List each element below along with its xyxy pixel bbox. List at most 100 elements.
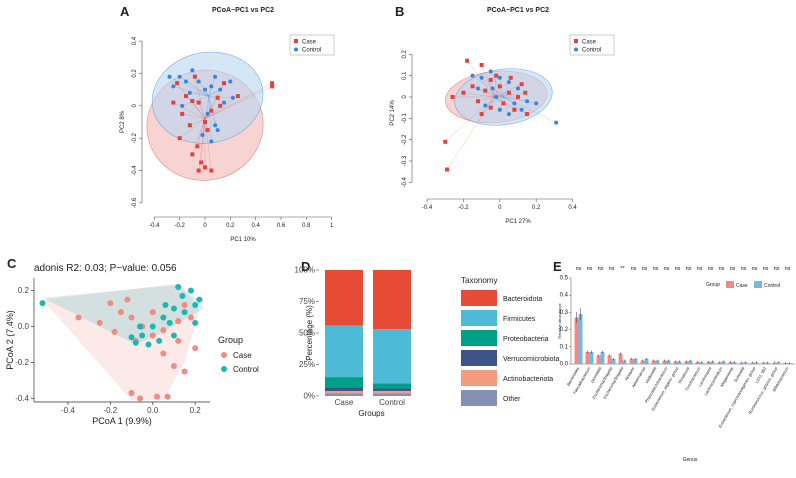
point-case-A [177, 136, 182, 141]
spider-line-A [185, 81, 209, 97]
bar-control-E [644, 358, 649, 364]
significance-label-E: ns [609, 266, 615, 272]
spider-line-B [446, 96, 495, 170]
x-axis-label-A: PC1 10% [230, 237, 256, 243]
point-control-B [497, 75, 502, 80]
y-tick-label-C: -0.4 [15, 394, 29, 403]
y-axis-label-B: PC2 14% [390, 100, 396, 126]
spider-line-A [189, 92, 209, 97]
point-control-B [470, 73, 475, 78]
y-tick-label-B: 0.2 [402, 50, 408, 59]
point-control-A [213, 74, 218, 79]
point-case-A [270, 81, 275, 86]
bar-control-E [578, 314, 583, 364]
point-control-B [476, 86, 480, 91]
spider-line-A [207, 96, 209, 114]
spider-line-A [185, 95, 206, 119]
x-tick-label-B: 0.4 [568, 205, 577, 211]
point-case-B [512, 107, 517, 112]
bar-control-E [710, 361, 715, 364]
spider-line-A [204, 86, 273, 119]
point-case-B [506, 90, 511, 95]
point-control-A [180, 103, 185, 108]
x-tick-label-A: -0.4 [149, 223, 160, 229]
point-control-C [132, 339, 139, 346]
x-tick-label-C: 0.2 [190, 406, 202, 415]
point-case-A [203, 165, 207, 170]
significance-label-E: ns [587, 266, 593, 272]
panel-letter-B: B [395, 4, 404, 19]
spider-line-B [494, 84, 522, 98]
spider-line-A [194, 76, 206, 119]
point-case-B [465, 58, 470, 63]
panel-letter-E: E [553, 259, 562, 274]
point-control-C [192, 301, 199, 308]
point-control-C [128, 334, 135, 341]
y-tick-label-D: 100% [295, 266, 315, 275]
bar-firmicutes-case [325, 325, 363, 378]
point-case-A [235, 94, 240, 99]
hull-case-C [42, 283, 200, 401]
point-case-A [205, 128, 210, 133]
significance-label-E: ns [785, 266, 791, 272]
legend-key-case-C [221, 352, 227, 358]
point-control-B [506, 112, 511, 117]
point-control-A [190, 68, 195, 73]
legend-key-control-B [574, 47, 578, 52]
y-tick-label-C: -0.2 [15, 358, 29, 367]
significance-label-E: ns [653, 266, 659, 272]
y-tick-label-A: -0.6 [132, 197, 138, 208]
point-control-B [512, 101, 517, 106]
panel-letter-C: C [7, 256, 17, 271]
x-tick-label-C: -0.2 [103, 406, 117, 415]
point-case-B [470, 84, 475, 89]
point-case-B [525, 112, 530, 117]
point-case-C [124, 296, 131, 303]
bar-control-E [633, 358, 638, 364]
point-control-C [137, 323, 144, 330]
y-tick-label-A: -0.4 [132, 165, 138, 176]
significance-label-E: ns [708, 266, 714, 272]
point-case-A [190, 98, 195, 103]
bar-case-E [574, 317, 579, 364]
point-control-B [516, 86, 520, 91]
y-tick-label-B: -0.1 [402, 113, 408, 124]
point-case-A [218, 103, 223, 108]
legend-key-verrucomicrobiota-D [461, 350, 497, 366]
legend-title-E: Group [706, 282, 720, 288]
bar-control-E [589, 351, 594, 364]
spider-line-B [494, 75, 497, 98]
point-control-B [534, 101, 539, 106]
point-control-B [525, 99, 530, 104]
bar-actinobacteriota-control [373, 390, 411, 394]
point-case-C [160, 327, 167, 334]
spider-line-B [481, 64, 495, 98]
point-case-B [488, 105, 493, 110]
point-case-A [190, 152, 195, 157]
legend-key-actinobacteriota-D [461, 370, 497, 386]
legend-label-case-A: Case [302, 40, 317, 46]
significance-label-E: ns [752, 266, 758, 272]
bar-control-E [666, 360, 671, 364]
legend-label-bacteroidota-D: Bacteroidota [503, 296, 542, 303]
spider-line-A [173, 102, 206, 119]
point-case-A [203, 120, 207, 124]
legend-label-control-E: Control [764, 283, 780, 289]
y-axis-label-A: PC2 8% [120, 110, 126, 133]
spider-line-B [490, 71, 504, 98]
chart-title-A: PCoA−PC1 vs PC2 [212, 7, 274, 14]
point-case-C [75, 314, 82, 321]
point-case-A [199, 160, 204, 165]
bar-case-E [596, 355, 601, 364]
legend-key-control-C [221, 366, 227, 372]
x-tick-label-C: 0.0 [147, 406, 159, 415]
point-control-C [166, 319, 173, 326]
significance-label-E: ns [719, 266, 725, 272]
legend-label-actinobacteriota-D: Actinobacteriota [503, 376, 553, 383]
point-control-C [170, 332, 177, 339]
bar-case-E [706, 361, 711, 364]
bar-control-E [688, 360, 693, 364]
point-control-A [222, 100, 226, 105]
legend-box-A [289, 34, 335, 56]
significance-label-E: ns [675, 266, 681, 272]
